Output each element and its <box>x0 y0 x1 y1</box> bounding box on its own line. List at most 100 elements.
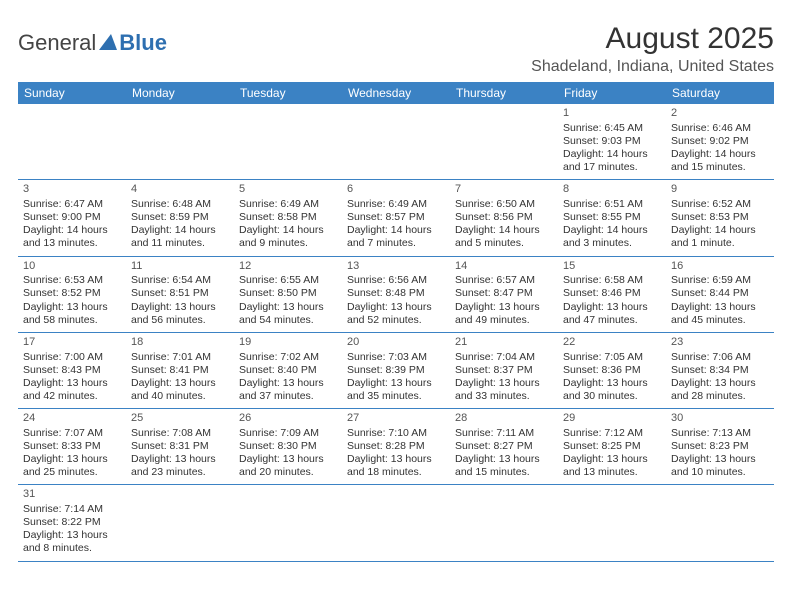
sunrise-text: Sunrise: 6:50 AM <box>455 198 553 211</box>
location-subtitle: Shadeland, Indiana, United States <box>531 58 774 76</box>
day-number: 11 <box>131 260 229 274</box>
calendar-cell: 10Sunrise: 6:53 AMSunset: 8:52 PMDayligh… <box>18 256 126 332</box>
calendar-cell: 26Sunrise: 7:09 AMSunset: 8:30 PMDayligh… <box>234 409 342 485</box>
daylight-text: Daylight: 13 hours and 40 minutes. <box>131 377 229 403</box>
calendar-cell: 6Sunrise: 6:49 AMSunset: 8:57 PMDaylight… <box>342 180 450 256</box>
day-number: 21 <box>455 336 553 350</box>
sunrise-text: Sunrise: 6:57 AM <box>455 274 553 287</box>
sunrise-text: Sunrise: 6:46 AM <box>671 122 769 135</box>
daylight-text: Daylight: 14 hours and 11 minutes. <box>131 224 229 250</box>
calendar-cell: 21Sunrise: 7:04 AMSunset: 8:37 PMDayligh… <box>450 332 558 408</box>
calendar-cell: 4Sunrise: 6:48 AMSunset: 8:59 PMDaylight… <box>126 180 234 256</box>
calendar-cell: 23Sunrise: 7:06 AMSunset: 8:34 PMDayligh… <box>666 332 774 408</box>
sunrise-text: Sunrise: 6:49 AM <box>239 198 337 211</box>
calendar-cell: 14Sunrise: 6:57 AMSunset: 8:47 PMDayligh… <box>450 256 558 332</box>
calendar-cell: 28Sunrise: 7:11 AMSunset: 8:27 PMDayligh… <box>450 409 558 485</box>
calendar-cell: 12Sunrise: 6:55 AMSunset: 8:50 PMDayligh… <box>234 256 342 332</box>
calendar-row: 24Sunrise: 7:07 AMSunset: 8:33 PMDayligh… <box>18 409 774 485</box>
sunset-text: Sunset: 8:36 PM <box>563 364 661 377</box>
sunrise-text: Sunrise: 7:10 AM <box>347 427 445 440</box>
sunrise-text: Sunrise: 7:05 AM <box>563 351 661 364</box>
sunset-text: Sunset: 8:57 PM <box>347 211 445 224</box>
calendar-cell: 22Sunrise: 7:05 AMSunset: 8:36 PMDayligh… <box>558 332 666 408</box>
day-number: 20 <box>347 336 445 350</box>
day-number: 15 <box>563 260 661 274</box>
calendar-cell: 11Sunrise: 6:54 AMSunset: 8:51 PMDayligh… <box>126 256 234 332</box>
sunset-text: Sunset: 8:39 PM <box>347 364 445 377</box>
title-block: August 2025 Shadeland, Indiana, United S… <box>531 22 774 76</box>
calendar-body: 1Sunrise: 6:45 AMSunset: 9:03 PMDaylight… <box>18 104 774 561</box>
weekday-header: Wednesday <box>342 82 450 104</box>
calendar-cell: 25Sunrise: 7:08 AMSunset: 8:31 PMDayligh… <box>126 409 234 485</box>
sunset-text: Sunset: 8:50 PM <box>239 287 337 300</box>
weekday-header: Sunday <box>18 82 126 104</box>
calendar-cell <box>18 104 126 180</box>
weekday-header: Friday <box>558 82 666 104</box>
sunrise-text: Sunrise: 6:48 AM <box>131 198 229 211</box>
sunset-text: Sunset: 8:58 PM <box>239 211 337 224</box>
sunrise-text: Sunrise: 7:04 AM <box>455 351 553 364</box>
daylight-text: Daylight: 14 hours and 15 minutes. <box>671 148 769 174</box>
day-number: 10 <box>23 260 121 274</box>
calendar-cell: 15Sunrise: 6:58 AMSunset: 8:46 PMDayligh… <box>558 256 666 332</box>
page-title: August 2025 <box>531 22 774 56</box>
weekday-header: Saturday <box>666 82 774 104</box>
day-number: 4 <box>131 183 229 197</box>
daylight-text: Daylight: 13 hours and 23 minutes. <box>131 453 229 479</box>
sunset-text: Sunset: 8:37 PM <box>455 364 553 377</box>
sunrise-text: Sunrise: 6:56 AM <box>347 274 445 287</box>
sunset-text: Sunset: 9:02 PM <box>671 135 769 148</box>
calendar-cell: 20Sunrise: 7:03 AMSunset: 8:39 PMDayligh… <box>342 332 450 408</box>
day-number: 28 <box>455 412 553 426</box>
daylight-text: Daylight: 13 hours and 49 minutes. <box>455 301 553 327</box>
sunset-text: Sunset: 8:56 PM <box>455 211 553 224</box>
daylight-text: Daylight: 13 hours and 42 minutes. <box>23 377 121 403</box>
sunset-text: Sunset: 8:47 PM <box>455 287 553 300</box>
sunrise-text: Sunrise: 7:13 AM <box>671 427 769 440</box>
sunset-text: Sunset: 8:30 PM <box>239 440 337 453</box>
daylight-text: Daylight: 13 hours and 10 minutes. <box>671 453 769 479</box>
sunrise-text: Sunrise: 6:51 AM <box>563 198 661 211</box>
day-number: 29 <box>563 412 661 426</box>
sunset-text: Sunset: 8:55 PM <box>563 211 661 224</box>
day-number: 23 <box>671 336 769 350</box>
sunset-text: Sunset: 8:41 PM <box>131 364 229 377</box>
day-number: 6 <box>347 183 445 197</box>
day-number: 5 <box>239 183 337 197</box>
day-number: 7 <box>455 183 553 197</box>
sunset-text: Sunset: 8:43 PM <box>23 364 121 377</box>
sunset-text: Sunset: 9:03 PM <box>563 135 661 148</box>
day-number: 13 <box>347 260 445 274</box>
daylight-text: Daylight: 13 hours and 54 minutes. <box>239 301 337 327</box>
calendar-row: 17Sunrise: 7:00 AMSunset: 8:43 PMDayligh… <box>18 332 774 408</box>
sunset-text: Sunset: 8:53 PM <box>671 211 769 224</box>
sunrise-text: Sunrise: 7:12 AM <box>563 427 661 440</box>
calendar-cell <box>342 104 450 180</box>
calendar-cell <box>126 485 234 561</box>
daylight-text: Daylight: 13 hours and 45 minutes. <box>671 301 769 327</box>
calendar-cell: 5Sunrise: 6:49 AMSunset: 8:58 PMDaylight… <box>234 180 342 256</box>
day-number: 25 <box>131 412 229 426</box>
calendar-table: Sunday Monday Tuesday Wednesday Thursday… <box>18 82 774 562</box>
daylight-text: Daylight: 14 hours and 9 minutes. <box>239 224 337 250</box>
calendar-cell: 27Sunrise: 7:10 AMSunset: 8:28 PMDayligh… <box>342 409 450 485</box>
calendar-cell <box>234 104 342 180</box>
calendar-row: 3Sunrise: 6:47 AMSunset: 9:00 PMDaylight… <box>18 180 774 256</box>
weekday-header-row: Sunday Monday Tuesday Wednesday Thursday… <box>18 82 774 104</box>
sunset-text: Sunset: 9:00 PM <box>23 211 121 224</box>
daylight-text: Daylight: 14 hours and 1 minute. <box>671 224 769 250</box>
calendar-cell: 18Sunrise: 7:01 AMSunset: 8:41 PMDayligh… <box>126 332 234 408</box>
calendar-cell <box>234 485 342 561</box>
header: General Blue August 2025 Shadeland, Indi… <box>18 22 774 76</box>
sunrise-text: Sunrise: 7:00 AM <box>23 351 121 364</box>
sunset-text: Sunset: 8:48 PM <box>347 287 445 300</box>
day-number: 24 <box>23 412 121 426</box>
calendar-cell: 24Sunrise: 7:07 AMSunset: 8:33 PMDayligh… <box>18 409 126 485</box>
logo-sail-icon <box>99 34 117 50</box>
sunset-text: Sunset: 8:46 PM <box>563 287 661 300</box>
daylight-text: Daylight: 13 hours and 52 minutes. <box>347 301 445 327</box>
day-number: 27 <box>347 412 445 426</box>
sunrise-text: Sunrise: 7:07 AM <box>23 427 121 440</box>
calendar-cell <box>558 485 666 561</box>
day-number: 30 <box>671 412 769 426</box>
